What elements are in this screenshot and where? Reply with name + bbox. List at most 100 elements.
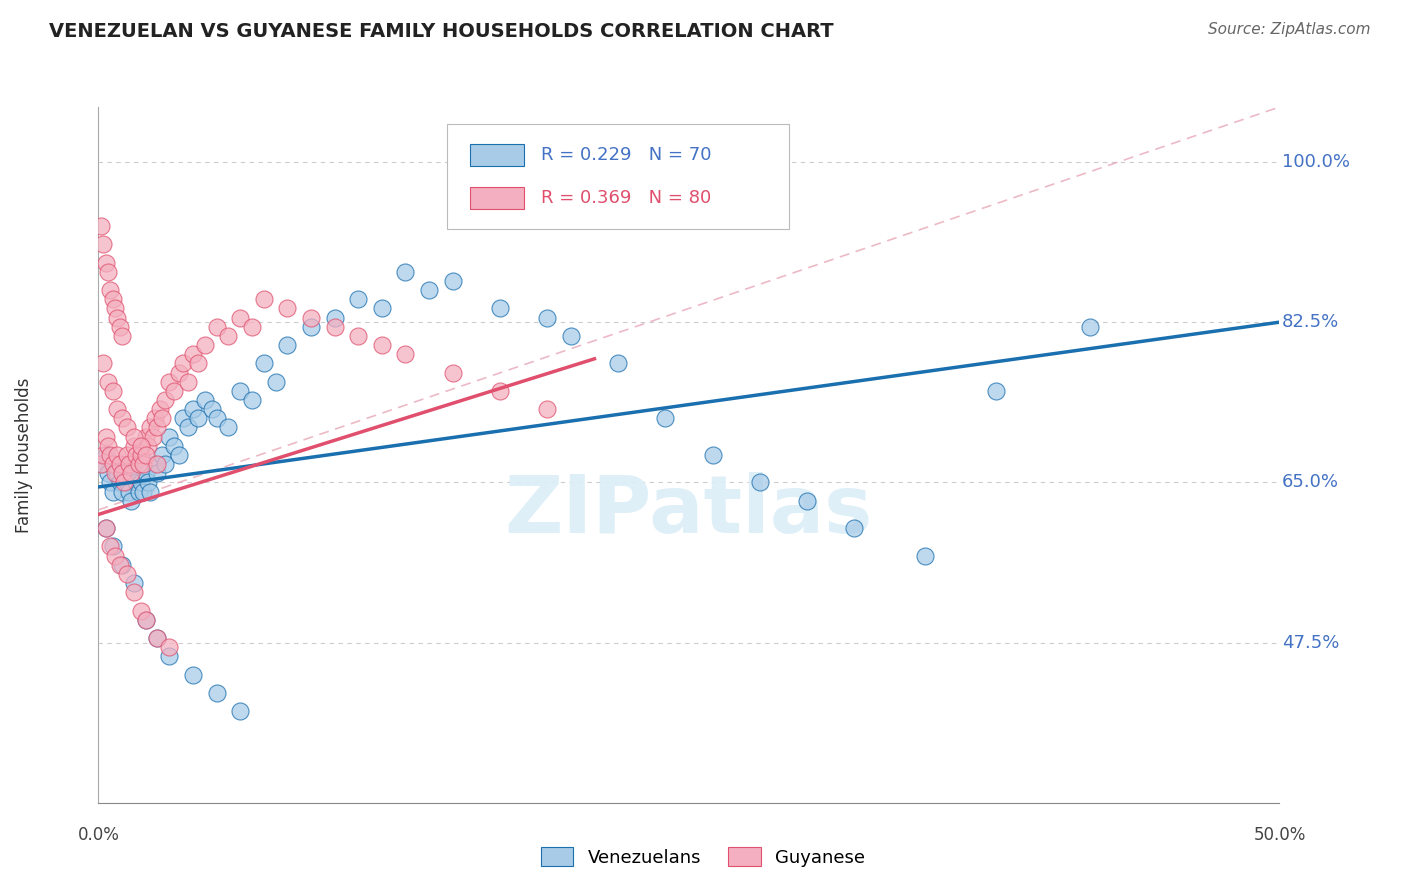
Point <box>153 392 176 407</box>
Point <box>217 329 239 343</box>
Point <box>111 329 134 343</box>
Point <box>121 467 143 481</box>
Point <box>132 484 155 499</box>
Text: 50.0%: 50.0% <box>1253 826 1306 844</box>
Point <box>104 457 127 471</box>
Point <box>128 457 150 471</box>
Point <box>94 448 117 462</box>
Point <box>177 375 200 389</box>
Point <box>150 448 173 462</box>
Point <box>149 402 172 417</box>
Point <box>441 366 464 380</box>
Point <box>181 402 204 417</box>
Point <box>347 293 370 307</box>
Point <box>143 411 166 425</box>
Point <box>607 356 630 370</box>
Text: ZIPatlas: ZIPatlas <box>505 472 873 549</box>
Point <box>240 319 263 334</box>
Text: R = 0.369   N = 80: R = 0.369 N = 80 <box>541 189 711 207</box>
Text: R = 0.229   N = 70: R = 0.229 N = 70 <box>541 146 711 164</box>
FancyBboxPatch shape <box>471 187 523 209</box>
Point <box>91 237 114 252</box>
Point <box>172 411 194 425</box>
Point <box>111 484 134 499</box>
Point <box>104 549 127 563</box>
Point <box>205 686 228 700</box>
Point <box>118 484 141 499</box>
Point <box>163 439 186 453</box>
Point <box>115 420 138 434</box>
Point <box>135 429 157 443</box>
Point <box>122 467 145 481</box>
Point <box>299 319 322 334</box>
Point <box>371 301 394 316</box>
Point <box>101 457 124 471</box>
Point <box>94 429 117 443</box>
Point <box>418 283 440 297</box>
Point <box>177 420 200 434</box>
Point <box>536 402 558 417</box>
Point <box>129 475 152 490</box>
Point <box>253 293 276 307</box>
Point <box>105 402 128 417</box>
Point <box>94 255 117 269</box>
Point <box>984 384 1007 398</box>
Point <box>98 283 121 297</box>
Point <box>139 420 162 434</box>
Point <box>129 448 152 462</box>
Point <box>157 375 180 389</box>
Text: 82.5%: 82.5% <box>1282 313 1339 331</box>
Point <box>105 467 128 481</box>
Point <box>91 457 114 471</box>
Point <box>115 566 138 581</box>
Text: 100.0%: 100.0% <box>1282 153 1350 171</box>
Point <box>163 384 186 398</box>
Point <box>229 384 252 398</box>
Point <box>97 439 120 453</box>
FancyBboxPatch shape <box>447 124 789 229</box>
Point <box>217 420 239 434</box>
Point <box>253 356 276 370</box>
Point <box>122 439 145 453</box>
Point <box>181 667 204 681</box>
Point <box>347 329 370 343</box>
Point <box>97 467 120 481</box>
Point <box>135 448 157 462</box>
Point <box>135 613 157 627</box>
Point <box>111 411 134 425</box>
Point <box>112 467 135 481</box>
Point <box>172 356 194 370</box>
Point <box>128 484 150 499</box>
Point <box>115 475 138 490</box>
Point <box>157 429 180 443</box>
Point <box>125 448 148 462</box>
Point <box>187 356 209 370</box>
Point <box>240 392 263 407</box>
Point <box>98 448 121 462</box>
Point <box>112 475 135 490</box>
Point <box>167 448 190 462</box>
Point <box>105 310 128 325</box>
Point <box>97 265 120 279</box>
Text: Source: ZipAtlas.com: Source: ZipAtlas.com <box>1208 22 1371 37</box>
Point <box>125 475 148 490</box>
Point <box>118 457 141 471</box>
Point <box>111 467 134 481</box>
Point <box>146 631 169 645</box>
Point <box>146 420 169 434</box>
FancyBboxPatch shape <box>471 145 523 166</box>
Point <box>187 411 209 425</box>
Point <box>394 265 416 279</box>
Point <box>108 457 131 471</box>
Text: 47.5%: 47.5% <box>1282 633 1339 651</box>
Point <box>101 484 124 499</box>
Point <box>914 549 936 563</box>
Point <box>122 576 145 591</box>
Point <box>115 448 138 462</box>
Point <box>229 310 252 325</box>
Point <box>94 521 117 535</box>
Point <box>201 402 224 417</box>
Point <box>132 457 155 471</box>
Point <box>489 384 512 398</box>
Point <box>194 392 217 407</box>
